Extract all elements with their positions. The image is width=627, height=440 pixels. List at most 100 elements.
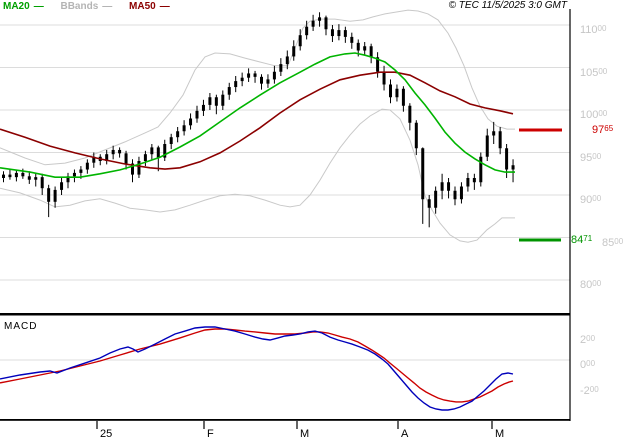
candle-body (66, 176, 70, 183)
candle-body (343, 30, 347, 37)
candle-body (189, 118, 193, 126)
legend-item-ma20: MA20— (3, 1, 44, 12)
ma50-line (0, 71, 514, 170)
candle-body (479, 156, 483, 183)
candle-body (318, 17, 322, 21)
candle-body (221, 94, 225, 106)
price-axis-label: 9500 (580, 151, 602, 164)
candle-body (253, 73, 257, 77)
legend-ma20-dash-icon: — (33, 1, 44, 12)
candle-body (118, 149, 122, 154)
candle-body (208, 97, 212, 105)
bb-upper-line (0, 9, 515, 166)
support-value-label: 8471 (571, 233, 593, 246)
legend-ma50-dash-icon: — (159, 1, 170, 12)
resistance-value-label: 9765 (592, 123, 614, 136)
legend: MA20— BBands — MA50— (3, 1, 184, 12)
legend-item-ma50: MA50— (129, 1, 170, 12)
legend-bbands-label: BBands (60, 1, 99, 12)
candle-body (169, 137, 173, 144)
copyright-timestamp: © TEC 11/5/2025 3:0 GMT (448, 0, 567, 11)
candle-body (434, 190, 438, 208)
candle-body (214, 97, 218, 106)
candle-body (72, 172, 76, 177)
candle-body (408, 105, 412, 123)
candle-body (466, 178, 470, 187)
candle-body (150, 147, 154, 155)
price-axis-label: 8000 (580, 279, 602, 291)
candle-body (363, 46, 367, 51)
time-tick-label: 25 (100, 428, 113, 440)
candle-body (2, 174, 5, 178)
candle-body (85, 162, 89, 170)
candle-body (285, 56, 289, 65)
time-tick-label: M (495, 428, 505, 440)
candle-body (227, 87, 231, 95)
candle-body (105, 154, 109, 161)
candle-body (472, 178, 476, 183)
price-axis-label: 10000 (580, 109, 608, 121)
legend-item-bbands: BBands — (60, 1, 112, 12)
legend-ma20-label: MA20 (3, 1, 30, 12)
candle-body (337, 30, 341, 37)
macd-line (0, 326, 514, 411)
candle-body (27, 176, 31, 180)
candle-body (266, 79, 270, 84)
macd-axis-label: -200 (580, 384, 599, 397)
macd-signal-line (0, 328, 514, 403)
candle-body (124, 153, 128, 164)
price-axis-label: 11000 (580, 24, 607, 36)
candle-body (395, 88, 399, 98)
candle-body (131, 163, 134, 175)
legend-ma50-label: MA50 (129, 1, 156, 12)
candle-body (234, 81, 238, 88)
candle-body (492, 131, 496, 136)
candle-body (485, 135, 489, 157)
candle-body (505, 148, 509, 170)
candle-body (401, 88, 405, 106)
candle-body (350, 36, 354, 43)
candle-body (298, 35, 302, 47)
candle-body (21, 172, 25, 177)
candle-body (421, 148, 425, 200)
price-axis-label: 9000 (580, 194, 602, 206)
candle-body (47, 188, 51, 202)
candle-body (376, 57, 380, 72)
candle-body (311, 20, 315, 27)
time-tick-label: M (300, 428, 310, 440)
candle-body (40, 177, 44, 189)
candle-body (8, 174, 12, 178)
candle-body (369, 46, 373, 58)
macd-axis-label: 200 (580, 333, 596, 346)
bb-lower-line (0, 108, 515, 243)
price-axis-label: 8500 (602, 236, 624, 249)
candle-body (447, 182, 451, 191)
candle-body (414, 122, 418, 149)
candle-body (176, 131, 180, 138)
candle-body (382, 71, 386, 85)
candle-body (137, 161, 141, 175)
candle-body (427, 199, 431, 208)
candle-body (272, 71, 276, 80)
price-axis-label: 10500 (580, 66, 608, 79)
candle-body (195, 110, 199, 119)
candle-body (182, 125, 186, 132)
candle-body (201, 104, 205, 111)
candle-body (356, 42, 360, 51)
candle-body (389, 84, 392, 98)
candle-body (14, 172, 18, 178)
macd-axis-label: 000 (580, 359, 596, 371)
macd-pane-title: MACD (4, 321, 38, 332)
time-tick-label: A (401, 428, 409, 440)
candle-body (79, 169, 83, 173)
macd-pane-top-border (0, 313, 570, 316)
candle-body (440, 182, 444, 191)
candle-body (511, 165, 515, 170)
candle-body (292, 46, 296, 57)
candle-body (498, 131, 502, 149)
candle-body (240, 77, 244, 82)
candle-body (247, 73, 251, 78)
candle-body (34, 177, 38, 180)
